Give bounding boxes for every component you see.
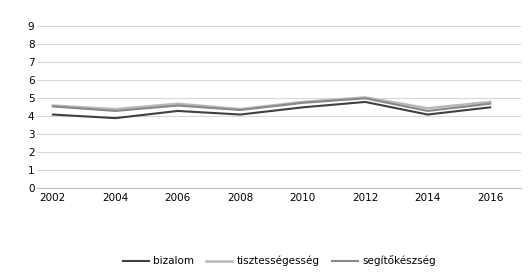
segítőkészség — [49, 105, 56, 108]
bizalom — [174, 109, 181, 112]
bizalom — [237, 113, 244, 116]
Line: tisztességesség: tisztességesség — [53, 98, 490, 109]
bizalom — [49, 113, 56, 116]
Legend: bizalom, tisztességesség, segítőkészség: bizalom, tisztességesség, segítőkészség — [119, 251, 440, 270]
bizalom — [112, 116, 119, 120]
tisztességesség — [362, 96, 368, 99]
segítőkészség — [112, 109, 119, 112]
bizalom — [362, 100, 368, 104]
segítőkészség — [237, 108, 244, 112]
tisztességesség — [487, 100, 493, 104]
bizalom — [300, 106, 306, 109]
segítőkészség — [300, 101, 306, 104]
Line: bizalom: bizalom — [53, 102, 490, 118]
tisztességesség — [425, 107, 431, 110]
segítőkészség — [362, 97, 368, 100]
segítőkészség — [174, 104, 181, 107]
tisztességesség — [237, 107, 244, 111]
tisztességesség — [49, 104, 56, 107]
tisztességesség — [112, 107, 119, 111]
bizalom — [487, 106, 493, 109]
segítőkészség — [425, 109, 431, 112]
bizalom — [425, 113, 431, 116]
Line: segítőkészség: segítőkészség — [53, 98, 490, 111]
segítőkészség — [487, 102, 493, 105]
tisztességesség — [300, 100, 306, 104]
tisztességesség — [174, 102, 181, 105]
